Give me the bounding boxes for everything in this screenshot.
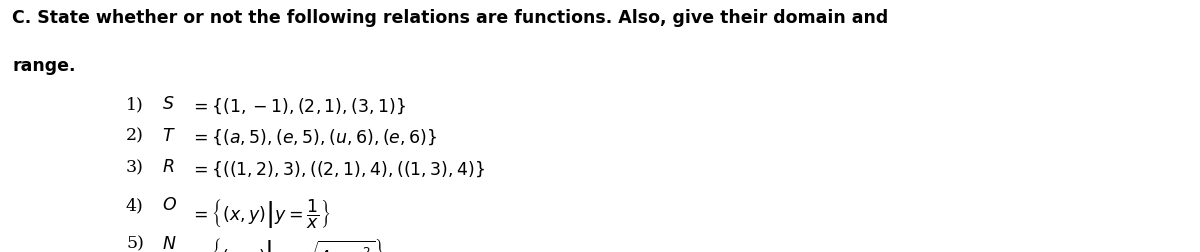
Text: $O$: $O$ bbox=[162, 197, 176, 213]
Text: $R$: $R$ bbox=[162, 159, 174, 176]
Text: $T$: $T$ bbox=[162, 127, 175, 144]
Text: range.: range. bbox=[12, 57, 76, 75]
Text: 5): 5) bbox=[126, 235, 144, 252]
Text: $= \left\{(x,y)\middle|y = \sqrt{4-x^2}\right\}$: $= \left\{(x,y)\middle|y = \sqrt{4-x^2}\… bbox=[190, 235, 384, 252]
Text: $= \{((1,2),3), ((2,1),4), ((1,3),4)\}$: $= \{((1,2),3), ((2,1),4), ((1,3),4)\}$ bbox=[190, 159, 485, 178]
Text: 1): 1) bbox=[126, 96, 144, 113]
Text: $N$: $N$ bbox=[162, 235, 176, 252]
Text: 4): 4) bbox=[126, 197, 144, 213]
Text: C. State whether or not the following relations are functions. Also, give their : C. State whether or not the following re… bbox=[12, 9, 888, 27]
Text: $S$: $S$ bbox=[162, 96, 174, 113]
Text: $= \left\{(x,y)\middle|y = \dfrac{1}{x}\right\}$: $= \left\{(x,y)\middle|y = \dfrac{1}{x}\… bbox=[190, 197, 330, 229]
Text: 3): 3) bbox=[126, 159, 144, 176]
Text: $= \{(a,5), (e,5), (u,6), (e,6)\}$: $= \{(a,5), (e,5), (u,6), (e,6)\}$ bbox=[190, 127, 437, 147]
Text: 2): 2) bbox=[126, 127, 144, 144]
Text: $= \{(1,-1), (2,1), (3,1)\}$: $= \{(1,-1), (2,1), (3,1)\}$ bbox=[190, 96, 406, 115]
